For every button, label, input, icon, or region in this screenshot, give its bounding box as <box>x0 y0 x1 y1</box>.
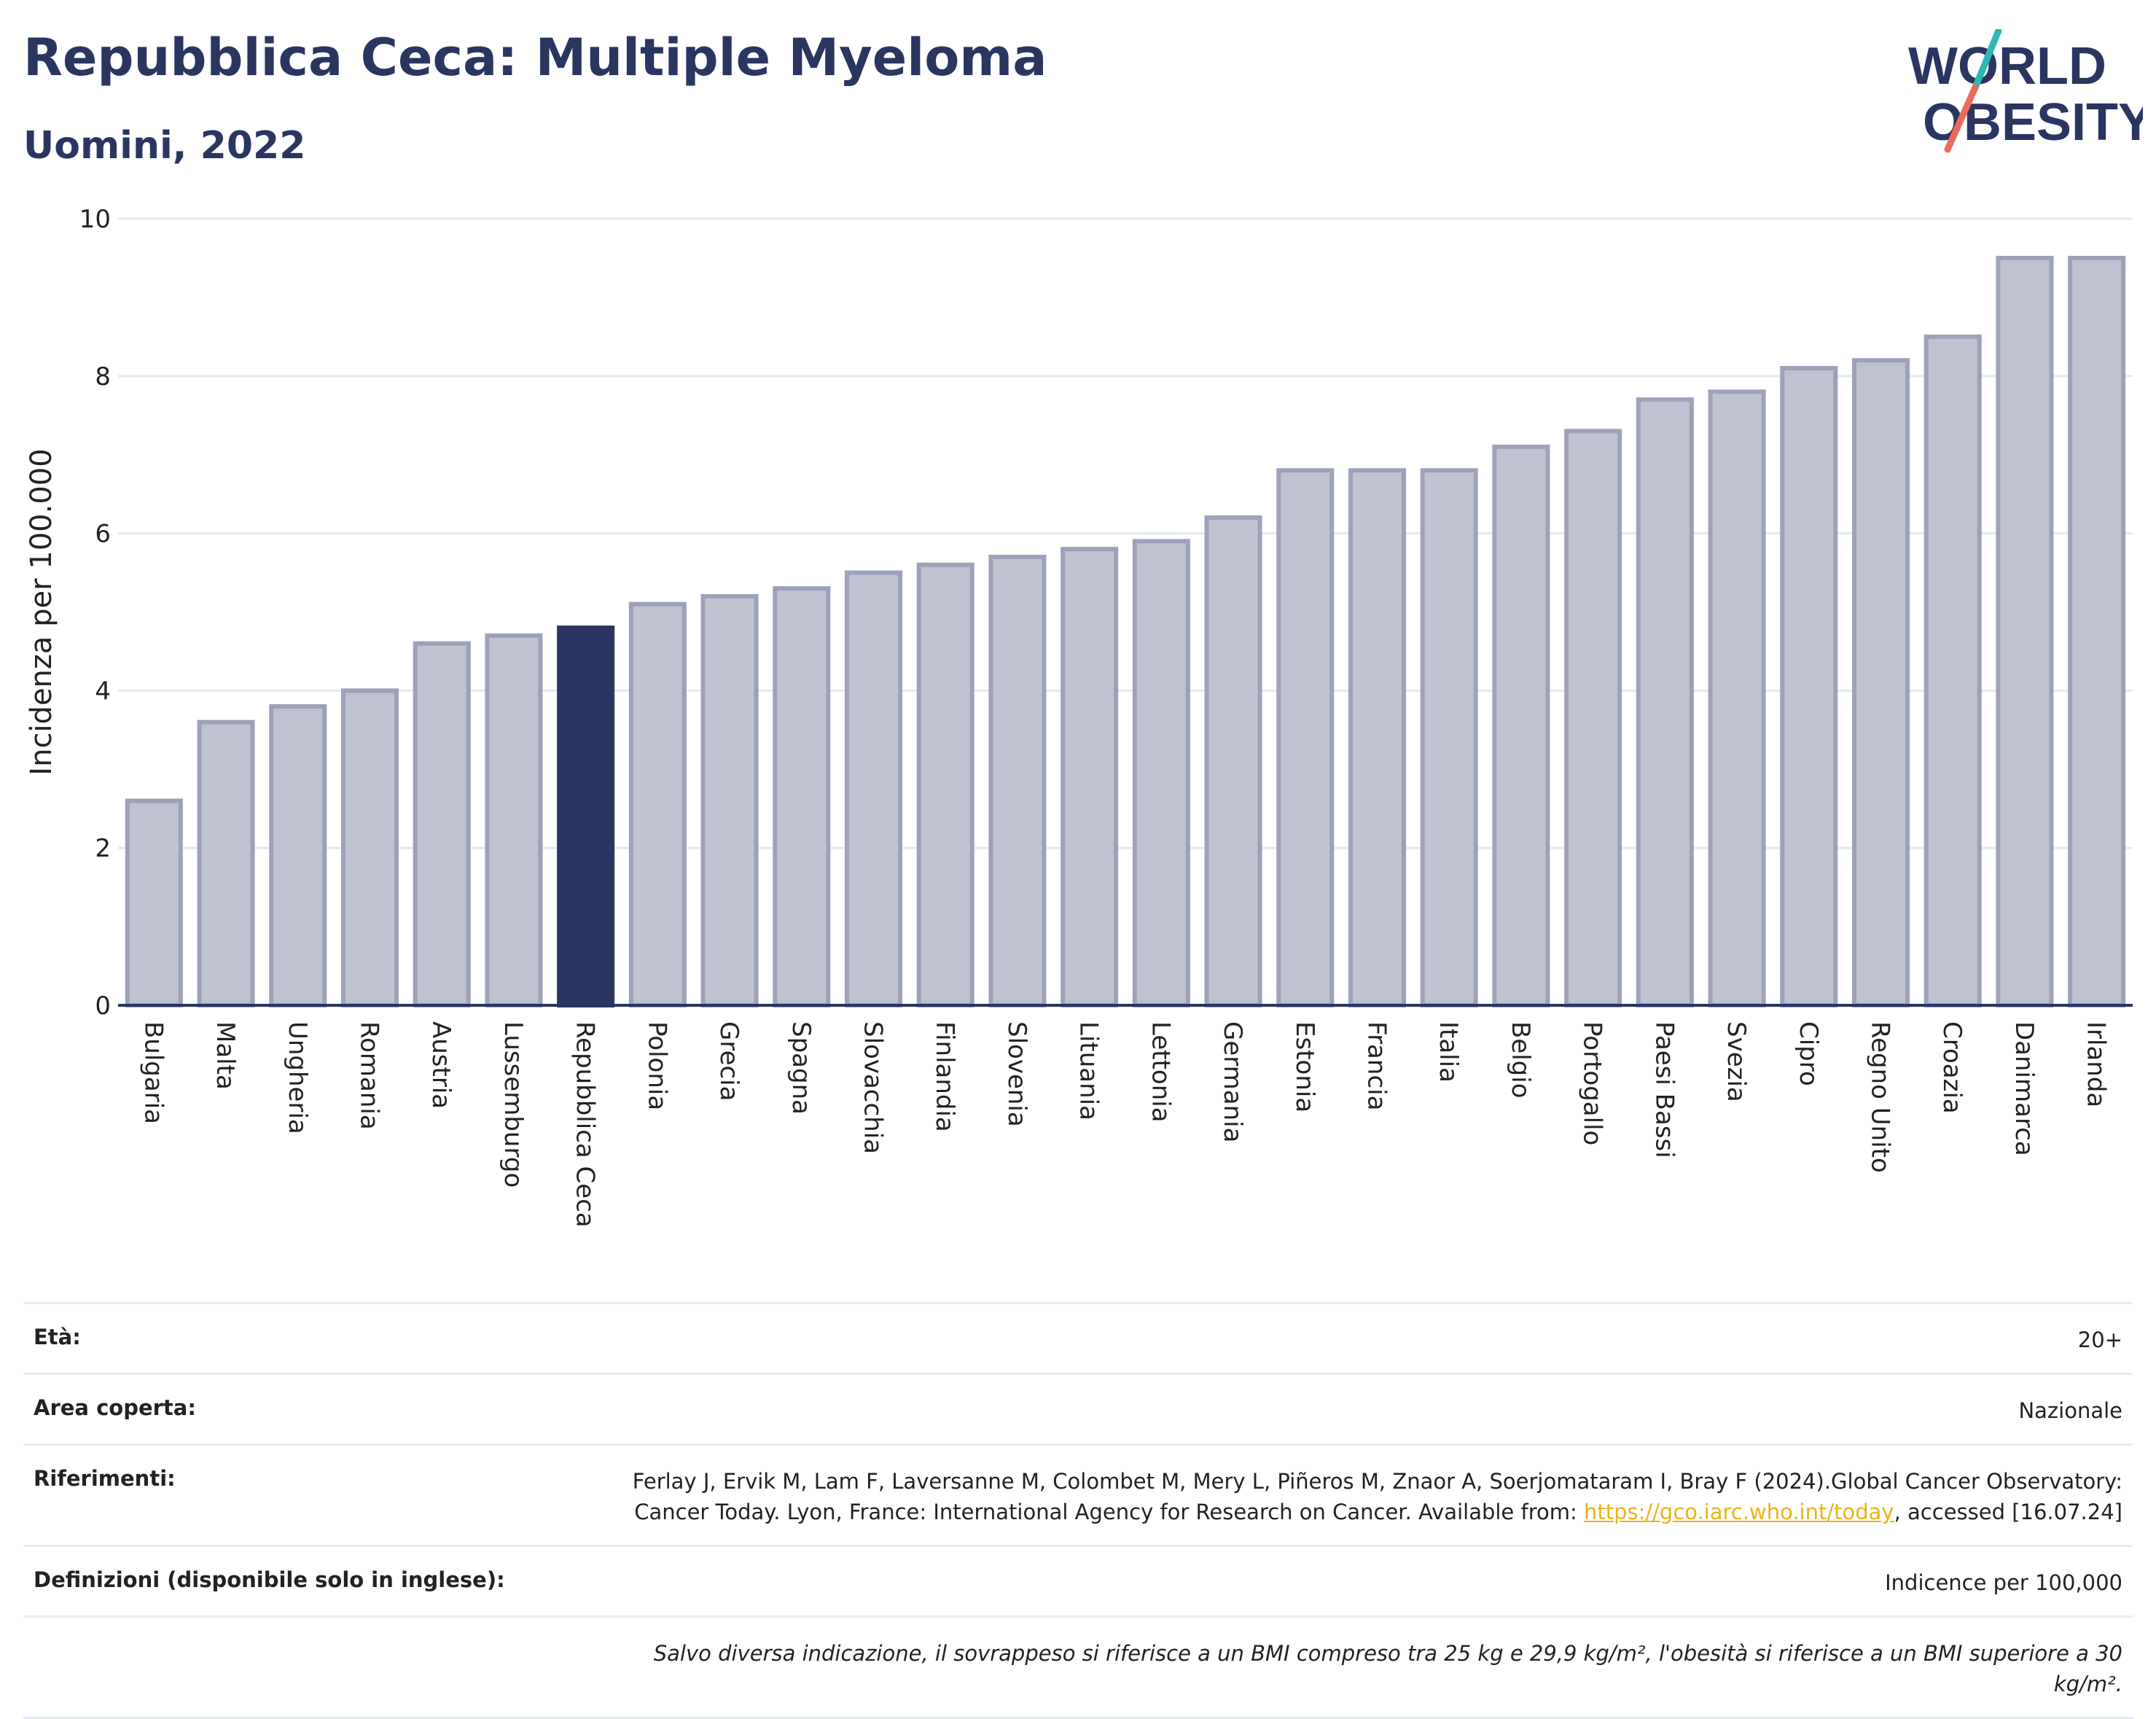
references-text: Ferlay J, Ervik M, Lam F, Laversanne M, … <box>632 1469 2122 1525</box>
y-tick-label: 0 <box>95 991 111 1021</box>
y-axis-ticks: 0 2 4 6 8 10 <box>79 205 111 1021</box>
eta-label: Età: <box>34 1325 81 1349</box>
eta-value: 20+ <box>2077 1328 2122 1352</box>
y-tick-label: 6 <box>95 520 111 549</box>
references-link[interactable]: https://gco.iarc.who.int/today <box>1583 1500 1894 1525</box>
logo-text-world: WORLD <box>1908 37 2106 96</box>
chart-subtitle: Uomini, 2022 <box>23 124 306 168</box>
bar-germania <box>1204 515 1262 1007</box>
definitions-value: Indicence per 100,000 <box>1885 1570 2122 1596</box>
x-tick-label: Estonia <box>1290 1021 1319 1112</box>
bar-cipro <box>1780 366 1838 1007</box>
bar-austria <box>413 641 471 1007</box>
bar-romania <box>340 688 399 1008</box>
x-tick-label: Grecia <box>714 1021 743 1101</box>
x-tick-label: Germania <box>1218 1021 1247 1142</box>
info-row-definitions: Definizioni (disponibile solo in inglese… <box>23 1545 2133 1615</box>
x-tick-label: Romania <box>355 1021 384 1130</box>
x-tick-label: Croazia <box>1937 1021 1966 1114</box>
info-row-note: Salvo diversa indicazione, il sovrappeso… <box>23 1615 2133 1719</box>
x-tick-label: Lituania <box>1074 1021 1104 1120</box>
bar-spagna <box>773 586 831 1007</box>
x-tick-label: Austria <box>426 1021 456 1109</box>
x-tick-label: Regno Unito <box>1866 1021 1895 1173</box>
chart-title: Repubblica Ceca: Multiple Myeloma <box>23 28 1047 87</box>
bar-italia <box>1420 468 1478 1007</box>
world-obesity-logo: WORLD OBESITY <box>1908 29 2143 153</box>
bar-belgio <box>1492 444 1550 1008</box>
y-tick-label: 10 <box>79 205 111 234</box>
area-label: Area coperta: <box>34 1395 196 1421</box>
bar-polonia <box>628 601 687 1007</box>
bar-danimarca <box>1996 255 2054 1008</box>
bar-slovacchia <box>844 570 903 1007</box>
info-table: Età: 20+ Area coperta: Nazionale Riferim… <box>23 1302 2133 1719</box>
bars <box>125 255 2126 1008</box>
x-tick-label: Svezia <box>1722 1021 1751 1102</box>
x-tick-label: Portogallo <box>1578 1021 1607 1145</box>
bar-irlanda <box>2068 255 2126 1008</box>
bar-paesi-bassi <box>1636 397 1694 1008</box>
bar-malta <box>197 720 255 1007</box>
info-row-references: Riferimenti: Ferlay J, Ervik M, Lam F, L… <box>23 1443 2133 1545</box>
x-tick-label: Italia <box>1434 1021 1463 1083</box>
y-tick-label: 2 <box>95 834 111 863</box>
bar-chart: 0 2 4 6 8 10 Bulgaria Malta Ungheria Romania Aust… <box>25 205 2133 1228</box>
x-tick-label: Malta <box>211 1021 240 1090</box>
bar-portogallo <box>1564 429 1622 1007</box>
bar-slovenia <box>988 554 1047 1007</box>
y-axis-label: Incidenza per 100.000 <box>25 448 58 775</box>
x-tick-label: Repubblica Ceca <box>571 1021 600 1228</box>
x-tick-label: Danimarca <box>2009 1021 2039 1156</box>
x-tick-label: Lussemburgo <box>499 1021 528 1188</box>
x-tick-label: Cipro <box>1794 1021 1823 1086</box>
x-tick-label: Slovacchia <box>859 1021 888 1154</box>
bmi-note: Salvo diversa indicazione, il sovrappeso… <box>653 1641 2122 1697</box>
area-value: Nazionale <box>2018 1398 2122 1424</box>
x-tick-label: Francia <box>1362 1021 1391 1110</box>
info-row-eta: Età: 20+ <box>23 1302 2133 1373</box>
x-axis-labels: Bulgaria Malta Ungheria Romania Austria Lusse… <box>138 1021 2110 1228</box>
x-tick-label: Bulgaria <box>138 1021 168 1124</box>
references-label: Riferimenti: <box>34 1466 176 1492</box>
logo-text-obesity: OBESITY <box>1923 93 2143 152</box>
x-tick-label: Finlandia <box>930 1021 959 1132</box>
bar-bulgaria <box>125 798 183 1008</box>
bar-estonia <box>1276 468 1335 1007</box>
references-accessed: , accessed [16.07.24] <box>1894 1500 2122 1525</box>
y-tick-label: 4 <box>95 677 111 706</box>
x-tick-label: Polonia <box>642 1021 671 1110</box>
logo-slash-bottom <box>1944 84 1979 153</box>
bar-lussemburgo <box>485 633 543 1007</box>
bar-finlandia <box>916 562 975 1007</box>
bar-regno-unito <box>1851 358 1910 1008</box>
bar-ungheria <box>269 703 327 1007</box>
x-tick-label: Irlanda <box>2082 1021 2111 1107</box>
bar-grecia <box>700 593 759 1007</box>
logo-slash-top <box>1972 29 2002 91</box>
bar-svezia <box>1708 389 1766 1007</box>
bar-francia <box>1348 468 1407 1007</box>
definitions-label: Definizioni (disponibile solo in inglese… <box>34 1567 505 1593</box>
info-row-area: Area coperta: Nazionale <box>23 1373 2133 1443</box>
bar-croazia <box>1923 334 1982 1008</box>
x-tick-label: Paesi Bassi <box>1649 1021 1679 1158</box>
bar-lituania <box>1061 547 1119 1007</box>
bar-repubblica-ceca <box>557 625 615 1007</box>
x-tick-label: Belgio <box>1506 1021 1535 1099</box>
bar-lettonia <box>1132 539 1190 1007</box>
x-tick-label: Lettonia <box>1146 1021 1175 1123</box>
x-tick-label: Ungheria <box>283 1021 312 1134</box>
x-tick-label: Spagna <box>786 1021 816 1115</box>
references-value: Ferlay J, Ervik M, Lam F, Laversanne M, … <box>592 1466 2122 1527</box>
x-tick-label: Slovenia <box>1002 1021 1031 1127</box>
y-tick-label: 8 <box>95 362 111 391</box>
